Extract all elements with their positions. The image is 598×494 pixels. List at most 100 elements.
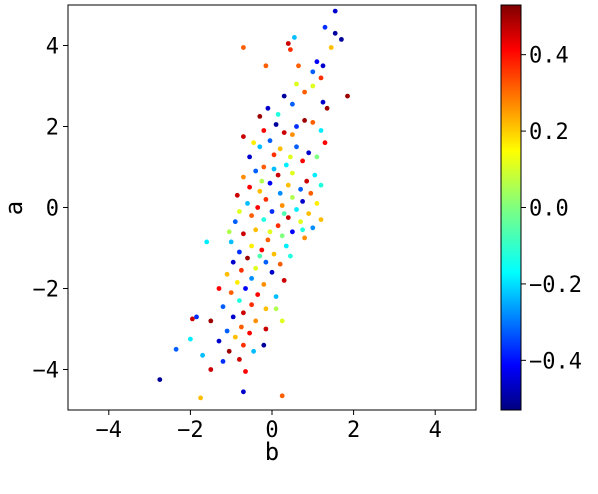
- data-point: [261, 282, 267, 287]
- y-axis-label: a: [0, 201, 28, 215]
- data-point: [247, 184, 253, 190]
- data-point: [267, 180, 273, 186]
- data-point: [220, 304, 226, 310]
- data-point: [292, 35, 297, 40]
- data-point: [279, 203, 285, 208]
- plot-frame: [67, 4, 477, 411]
- data-point: [269, 209, 275, 214]
- data-point: [322, 140, 328, 146]
- data-point: [263, 326, 269, 332]
- data-point: [285, 41, 291, 46]
- colorbar-gradient: [500, 4, 522, 411]
- data-point: [290, 229, 295, 235]
- data-point: [261, 217, 267, 223]
- data-point: [251, 348, 256, 354]
- data-point: [298, 219, 303, 225]
- data-point: [226, 348, 232, 354]
- data-point: [296, 63, 301, 69]
- data-point: [241, 45, 246, 50]
- data-point: [332, 30, 338, 36]
- data-point: [314, 154, 320, 160]
- data-point: [269, 269, 275, 275]
- x-axis-ticks: −4 −2 0 2 4: [96, 410, 442, 443]
- y-axis-ticks: −4 −2 0 2 4: [33, 35, 68, 384]
- data-point: [279, 318, 285, 324]
- data-point: [257, 114, 263, 119]
- data-point: [273, 294, 279, 299]
- data-point: [230, 314, 236, 320]
- data-point: [257, 188, 263, 194]
- data-point: [275, 112, 281, 117]
- data-point: [265, 237, 271, 243]
- data-point: [312, 172, 318, 178]
- data-point: [226, 229, 232, 235]
- data-point: [277, 261, 283, 267]
- data-point: [239, 267, 244, 273]
- data-point: [290, 101, 295, 107]
- data-point: [249, 213, 255, 219]
- data-point: [308, 190, 314, 196]
- data-point: [230, 259, 236, 265]
- data-point: [320, 63, 326, 69]
- data-point: [263, 259, 269, 265]
- data-point: [243, 369, 248, 374]
- data-point: [263, 306, 269, 312]
- x-tick-label: 2: [347, 418, 360, 443]
- x-tick-label: 4: [429, 418, 442, 443]
- y-tick-label: −2: [33, 278, 60, 303]
- data-point: [259, 178, 265, 184]
- data-point: [173, 346, 179, 352]
- data-point: [241, 342, 246, 348]
- data-point: [241, 389, 246, 395]
- data-point: [200, 352, 206, 358]
- data-point: [290, 170, 295, 176]
- data-point: [247, 154, 253, 160]
- data-point: [228, 290, 234, 295]
- data-point: [318, 182, 324, 188]
- data-point: [288, 253, 293, 259]
- data-point: [224, 328, 230, 334]
- data-point: [318, 75, 324, 81]
- data-point: [241, 231, 246, 237]
- data-point: [275, 172, 281, 178]
- x-tick-label: −2: [177, 418, 204, 443]
- data-point: [288, 47, 293, 52]
- data-point: [279, 233, 285, 239]
- data-point: [302, 89, 307, 95]
- data-point: [322, 24, 328, 30]
- data-point: [281, 211, 287, 217]
- data-point: [294, 144, 299, 150]
- data-point: [271, 152, 277, 158]
- data-point: [265, 105, 271, 111]
- data-point: [237, 209, 242, 214]
- y-tick-label: 0: [46, 197, 59, 222]
- colorbar-ticks: −0.4 −0.2 0.0 0.2 0.4: [521, 44, 582, 374]
- data-point: [261, 128, 267, 133]
- data-point: [253, 318, 259, 324]
- data-point: [234, 280, 240, 285]
- data-point: [310, 83, 316, 89]
- data-point: [271, 251, 277, 257]
- data-point: [194, 314, 199, 320]
- data-point: [273, 122, 279, 127]
- data-point: [245, 255, 250, 261]
- data-point: [288, 154, 293, 160]
- data-point: [257, 144, 263, 150]
- data-point: [198, 395, 204, 401]
- data-point: [290, 195, 295, 200]
- x-tick-label: −4: [96, 418, 123, 443]
- data-point: [263, 197, 269, 202]
- data-point: [318, 128, 324, 133]
- x-tick-label: 0: [265, 418, 278, 443]
- data-point: [239, 324, 244, 330]
- data-point: [253, 168, 259, 174]
- data-point: [273, 306, 279, 312]
- data-point: [234, 192, 240, 198]
- data-point: [241, 174, 246, 180]
- data-point: [283, 243, 289, 249]
- data-point: [216, 338, 222, 344]
- data-point: [188, 336, 193, 342]
- data-point: [310, 120, 316, 125]
- data-point: [267, 138, 273, 144]
